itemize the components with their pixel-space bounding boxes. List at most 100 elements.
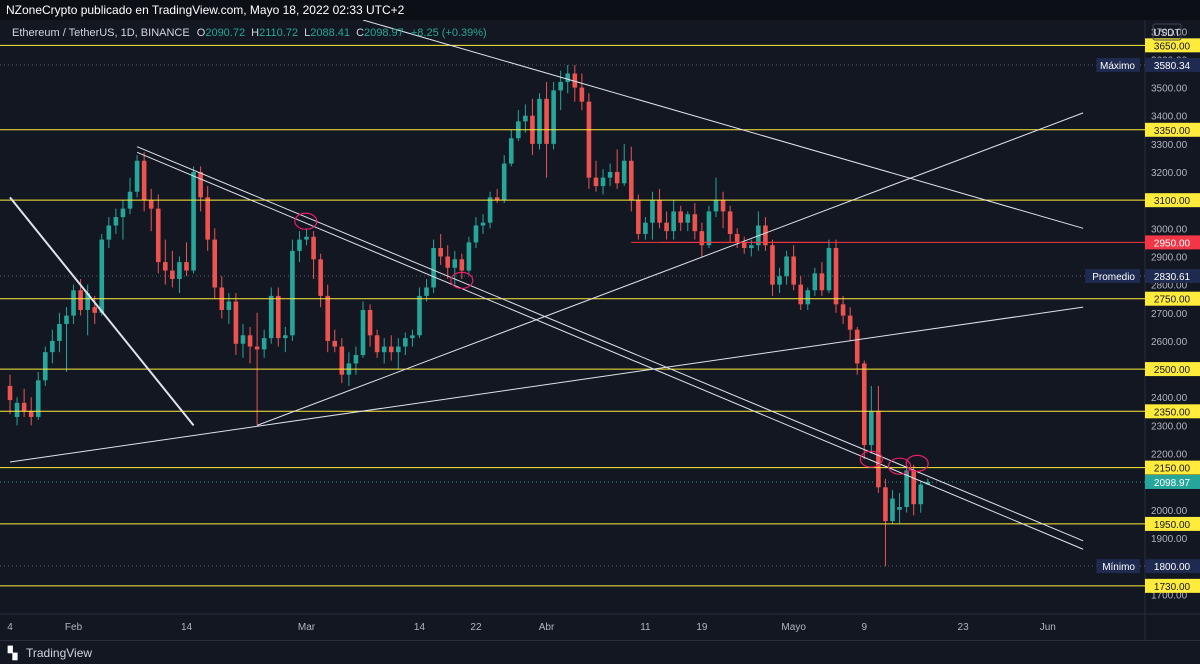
candle-body (854, 329, 860, 364)
time-tick-label: Abr (539, 622, 555, 633)
candle-body (7, 385, 13, 401)
candle-body (191, 172, 196, 271)
candle-body (650, 200, 655, 223)
price-tick-label: 3000.00 (1151, 224, 1188, 235)
candle-body (381, 346, 387, 353)
price-tick-label: 3200.00 (1151, 168, 1188, 179)
candle-body (297, 239, 302, 251)
candle-body (551, 90, 556, 144)
marker-label-value: 3580.34 (1154, 61, 1191, 72)
candle-body (770, 245, 775, 285)
level-label-box (1145, 516, 1200, 531)
time-tick-label: 11 (640, 622, 651, 633)
candle-body (558, 81, 563, 91)
level-label-value: 1950.00 (1154, 520, 1191, 531)
symbol-legend: Ethereum / TetherUS, 1D, BINANCE O2090.7… (12, 27, 487, 39)
publication-attribution: NZoneCrypto publicado en TradingView.com… (6, 3, 405, 17)
candle-body (798, 284, 804, 305)
candle-body (177, 262, 182, 279)
price-chart[interactable]: 1700.001800.001900.002000.002100.002200.… (0, 20, 1200, 640)
candle-body (240, 335, 246, 344)
candle-body (261, 338, 267, 350)
candle-body (275, 295, 281, 339)
time-tick-label: Mayo (781, 622, 806, 633)
candle-body (523, 115, 528, 122)
level-label-box (1145, 235, 1200, 250)
tradingview-brand[interactable]: ▚ TradingView (8, 645, 92, 661)
candle-body (671, 211, 676, 232)
candle-body (148, 200, 154, 209)
horizontal-levels (0, 44, 1145, 587)
currency-button[interactable]: USDT (1152, 23, 1182, 41)
level-label-value: 2950.00 (1154, 238, 1191, 249)
candle-body (85, 293, 90, 310)
candle-body (155, 208, 161, 263)
ohlc-low-value: 2088.41 (310, 27, 350, 39)
candle-body (360, 309, 366, 356)
candle-body (184, 262, 189, 271)
trendline (256, 112, 1084, 426)
time-tick-label: 22 (470, 622, 482, 633)
candle-body (699, 231, 705, 246)
level-label-box (1145, 362, 1200, 377)
legend-line: Ethereum / TetherUS, 1D, BINANCE O2090.7… (12, 27, 487, 39)
candle-body (628, 160, 634, 201)
candle-body (92, 307, 98, 313)
time-tick-label: Feb (65, 622, 83, 633)
ohlc-open-value: 2090.72 (205, 27, 245, 39)
candle-body (374, 335, 380, 353)
level-label-box (1145, 578, 1200, 593)
candle-body (43, 352, 48, 381)
candle-body (579, 87, 585, 102)
level-label-value: 3100.00 (1154, 196, 1191, 207)
candle-body (57, 324, 62, 341)
ohlc-high-label: H (251, 27, 259, 39)
candle-body (833, 248, 839, 305)
highlight-circle (905, 454, 929, 472)
ohlc-close-label: C (356, 27, 364, 39)
annotation-circles (294, 212, 929, 475)
price-tick-label: 1700.00 (1151, 590, 1188, 601)
price-tick-label: 3700.00 (1151, 27, 1188, 38)
candle-body (170, 270, 175, 279)
candle-body (664, 222, 669, 232)
candle-body (734, 233, 740, 243)
last-price-label-value: 2098.97 (1154, 478, 1191, 489)
marker-name-box (1085, 269, 1140, 284)
level-label-value: 2500.00 (1154, 365, 1191, 376)
price-change: +8.25 (+0.39%) (411, 27, 487, 39)
candle-body (459, 259, 465, 271)
trendline (9, 306, 1084, 463)
marker-name: Mínimo (1102, 562, 1135, 573)
price-tick-label: 2000.00 (1151, 506, 1188, 517)
time-tick-label: 9 (861, 622, 867, 633)
price-tick-label: 3500.00 (1151, 84, 1188, 95)
time-tick-label: 14 (414, 622, 426, 633)
ohlc-open-label: O (197, 27, 206, 39)
candle-body (120, 208, 126, 218)
time-tick-label: Mar (298, 622, 316, 633)
ohlc-close-value: 2098.97 (364, 27, 404, 39)
candle-body (480, 222, 486, 226)
candle-body (473, 225, 479, 243)
candle-body (290, 250, 295, 336)
level-label-box (1145, 38, 1200, 53)
candle-body (657, 200, 662, 223)
candle-body (141, 160, 147, 201)
marker-label-value: 1800.00 (1154, 562, 1191, 573)
level-label-value: 3350.00 (1154, 126, 1191, 137)
highlight-circle (294, 212, 318, 230)
candle-body (388, 346, 394, 353)
tradingview-brand-label: TradingView (26, 646, 93, 660)
candle-body (805, 290, 811, 305)
plot-background (0, 20, 1145, 640)
candle-body (410, 335, 415, 339)
candle-body (28, 411, 34, 417)
candle-body (283, 335, 288, 339)
candlesticks (7, 65, 931, 567)
candle-body (212, 239, 218, 288)
candle-body (883, 487, 888, 522)
candle-body (749, 245, 754, 249)
level-label-value: 2750.00 (1154, 295, 1191, 306)
symbol-title: Ethereum / TetherUS, 1D, BINANCE (12, 27, 190, 39)
